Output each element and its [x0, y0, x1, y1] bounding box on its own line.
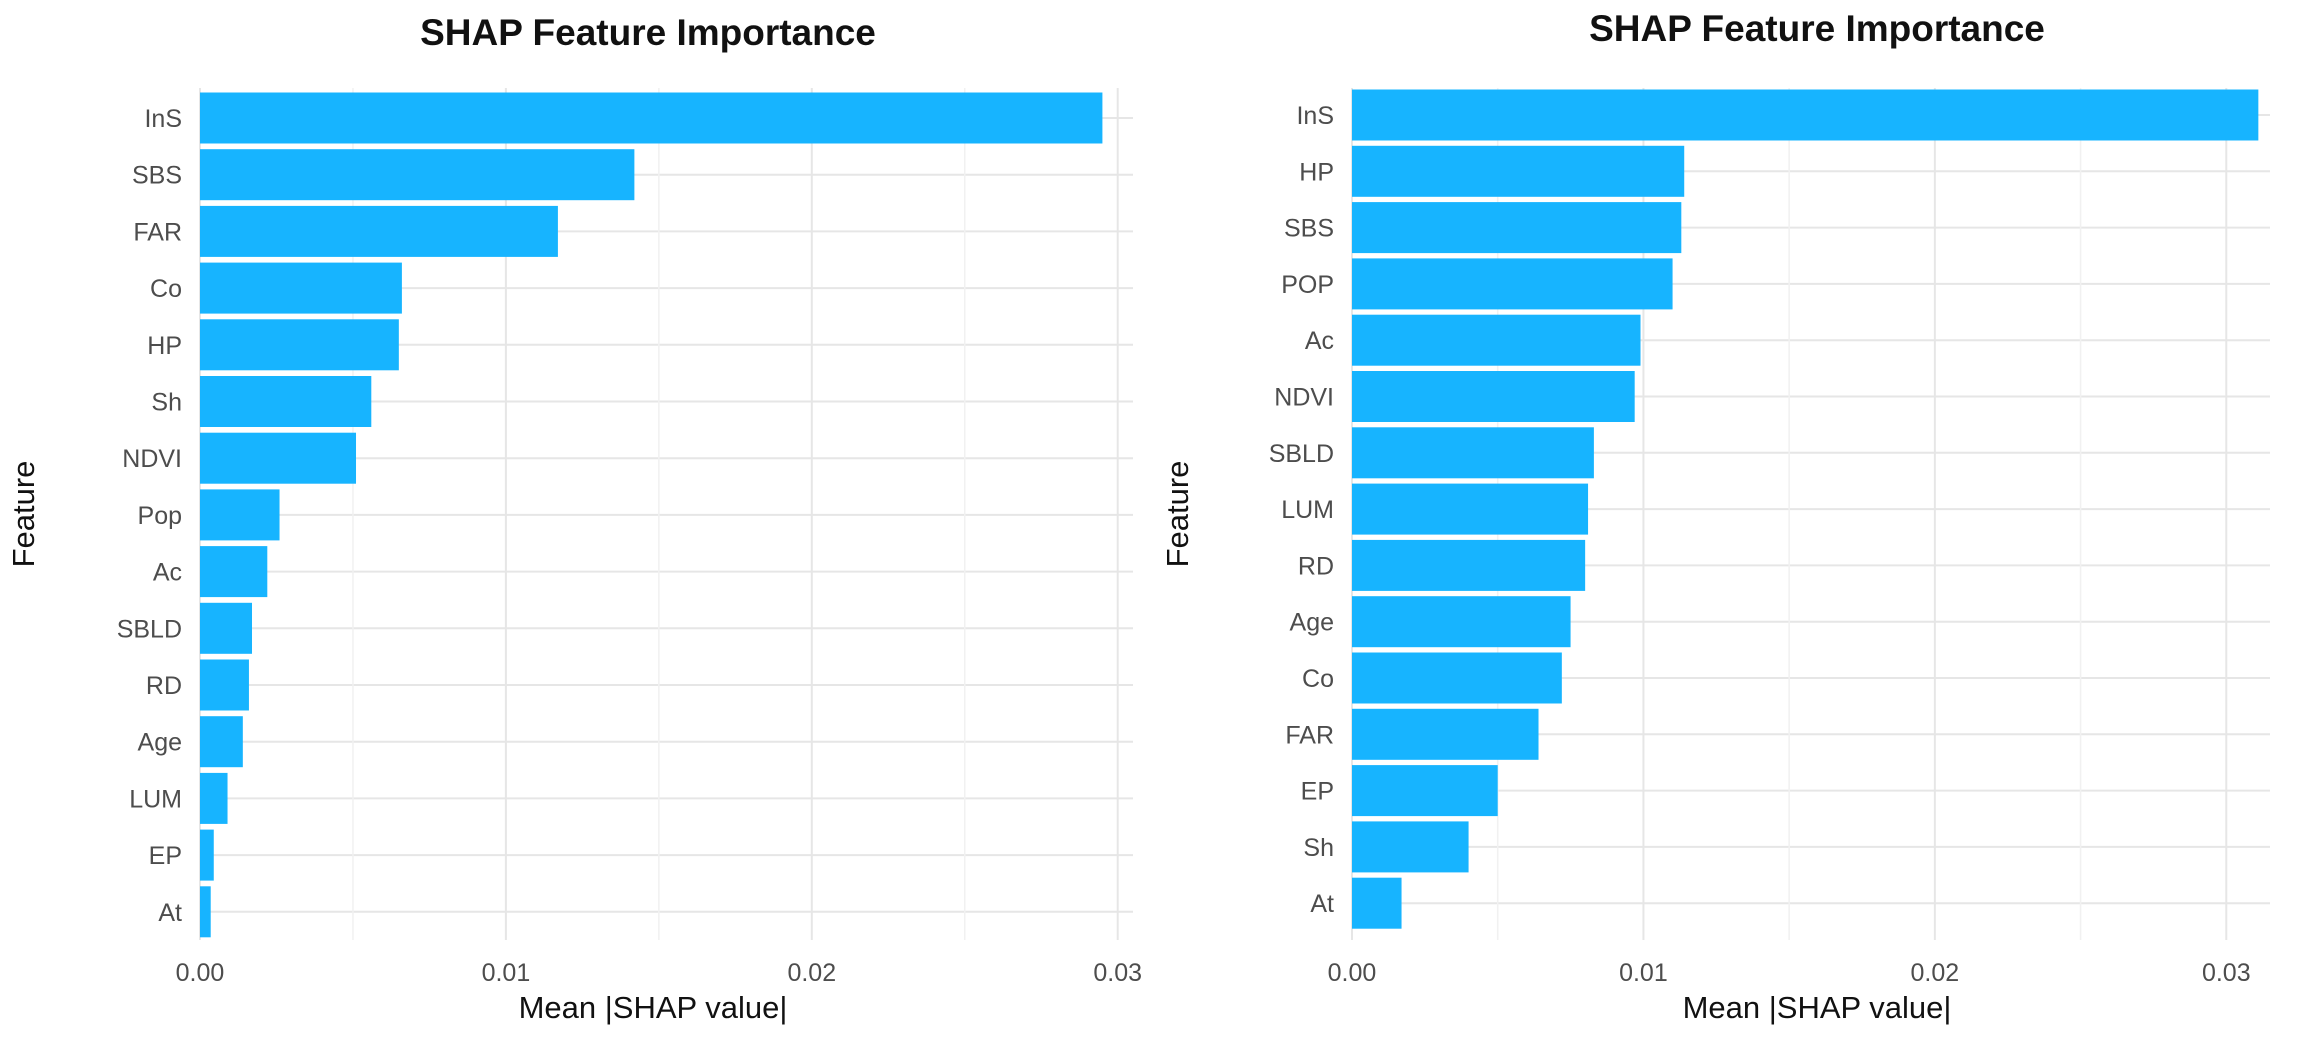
y-tick-label: Ac: [1305, 327, 1334, 355]
x-tick-label: 0.00: [176, 959, 225, 987]
y-tick-label: At: [158, 899, 182, 927]
bar-ndvi: [200, 432, 357, 484]
bar-ac: [200, 546, 268, 598]
bar-sh: [1352, 821, 1469, 873]
y-tick-label: LUM: [1281, 496, 1334, 524]
x-tick-label: 0.00: [1328, 959, 1377, 987]
bar-age: [1352, 596, 1571, 648]
chart-title: SHAP Feature Importance: [420, 12, 876, 53]
y-tick-label: RD: [146, 672, 182, 700]
x-tick-label: 0.02: [787, 959, 836, 987]
bar-rd: [200, 659, 249, 711]
bar-ac: [1352, 314, 1641, 366]
x-tick-label: 0.03: [2202, 959, 2251, 987]
y-tick-label: Ac: [153, 559, 182, 587]
x-tick-label: 0.03: [1093, 959, 1142, 987]
y-tick-label: Sh: [151, 389, 182, 417]
left-chart: 0.00 0.01 0.02 0.03 InS SBS FAR Co HP Sh NDVI Pop Ac…: [6, 12, 1142, 1025]
bar-sbs: [1352, 202, 1682, 254]
y-axis-title: Feature: [6, 461, 41, 568]
y-tick-label: EP: [149, 842, 182, 870]
y-axis-title: Feature: [1160, 461, 1195, 568]
bar-ep: [1352, 765, 1498, 817]
y-tick-label: NDVI: [122, 445, 182, 473]
bar-far: [1352, 708, 1539, 760]
y-tick-label: Co: [150, 275, 182, 303]
y-tick-label: SBS: [132, 162, 182, 190]
bar-age: [200, 716, 243, 768]
bar-sh: [200, 376, 372, 427]
x-axis-title: Mean |SHAP value|: [519, 990, 788, 1025]
bar-ins: [1352, 89, 2259, 141]
bar-ep: [200, 829, 214, 881]
y-tick-label: At: [1310, 890, 1334, 918]
bar-co: [200, 262, 402, 314]
y-tick-label: HP: [1299, 158, 1334, 186]
y-tick-label: SBLD: [1269, 440, 1334, 468]
x-axis-title: Mean |SHAP value|: [1683, 990, 1952, 1025]
y-tick-label: Age: [138, 729, 182, 757]
y-tick-label: HP: [147, 332, 182, 360]
bar-pop: [200, 489, 280, 541]
bar-sbld: [200, 602, 253, 654]
bar-hp: [200, 319, 399, 371]
y-tick-label: SBS: [1284, 215, 1334, 243]
bar-hp: [1352, 145, 1685, 197]
bar-sbld: [1352, 427, 1594, 479]
right-chart: 0.00 0.01 0.02 0.03 InS HP SBS POP Ac NDVI SBLD LUM…: [1160, 8, 2270, 1025]
y-tick-label: Co: [1302, 665, 1334, 693]
bar-lum: [1352, 483, 1589, 535]
bar-ins: [200, 92, 1103, 144]
chart-title: SHAP Feature Importance: [1589, 8, 2045, 49]
x-tick-label: 0.01: [1619, 959, 1668, 987]
y-tick-label: FAR: [1285, 721, 1334, 749]
bar-pop: [1352, 258, 1673, 310]
y-tick-label: Age: [1290, 609, 1334, 637]
bar-sbs: [200, 149, 635, 201]
y-tick-label: SBLD: [117, 615, 182, 643]
bar-co: [1352, 652, 1562, 704]
x-tick-label: 0.01: [482, 959, 531, 987]
y-tick-label: InS: [1296, 102, 1334, 130]
y-tick-label: Sh: [1303, 834, 1334, 862]
y-tick-label: FAR: [133, 218, 182, 246]
y-tick-label: Pop: [138, 502, 182, 530]
y-tick-label: EP: [1301, 778, 1334, 806]
bar-ndvi: [1352, 371, 1635, 422]
y-tick-label: RD: [1298, 552, 1334, 580]
bar-rd: [1352, 539, 1586, 591]
bar-at: [1352, 877, 1402, 929]
y-tick-label: NDVI: [1274, 384, 1334, 412]
y-tick-label: LUM: [129, 785, 182, 813]
y-tick-label: POP: [1281, 271, 1334, 299]
bar-lum: [200, 772, 228, 824]
bar-far: [200, 205, 558, 257]
y-tick-label: InS: [144, 105, 182, 133]
bar-at: [200, 886, 211, 938]
x-tick-label: 0.02: [1911, 959, 1960, 987]
